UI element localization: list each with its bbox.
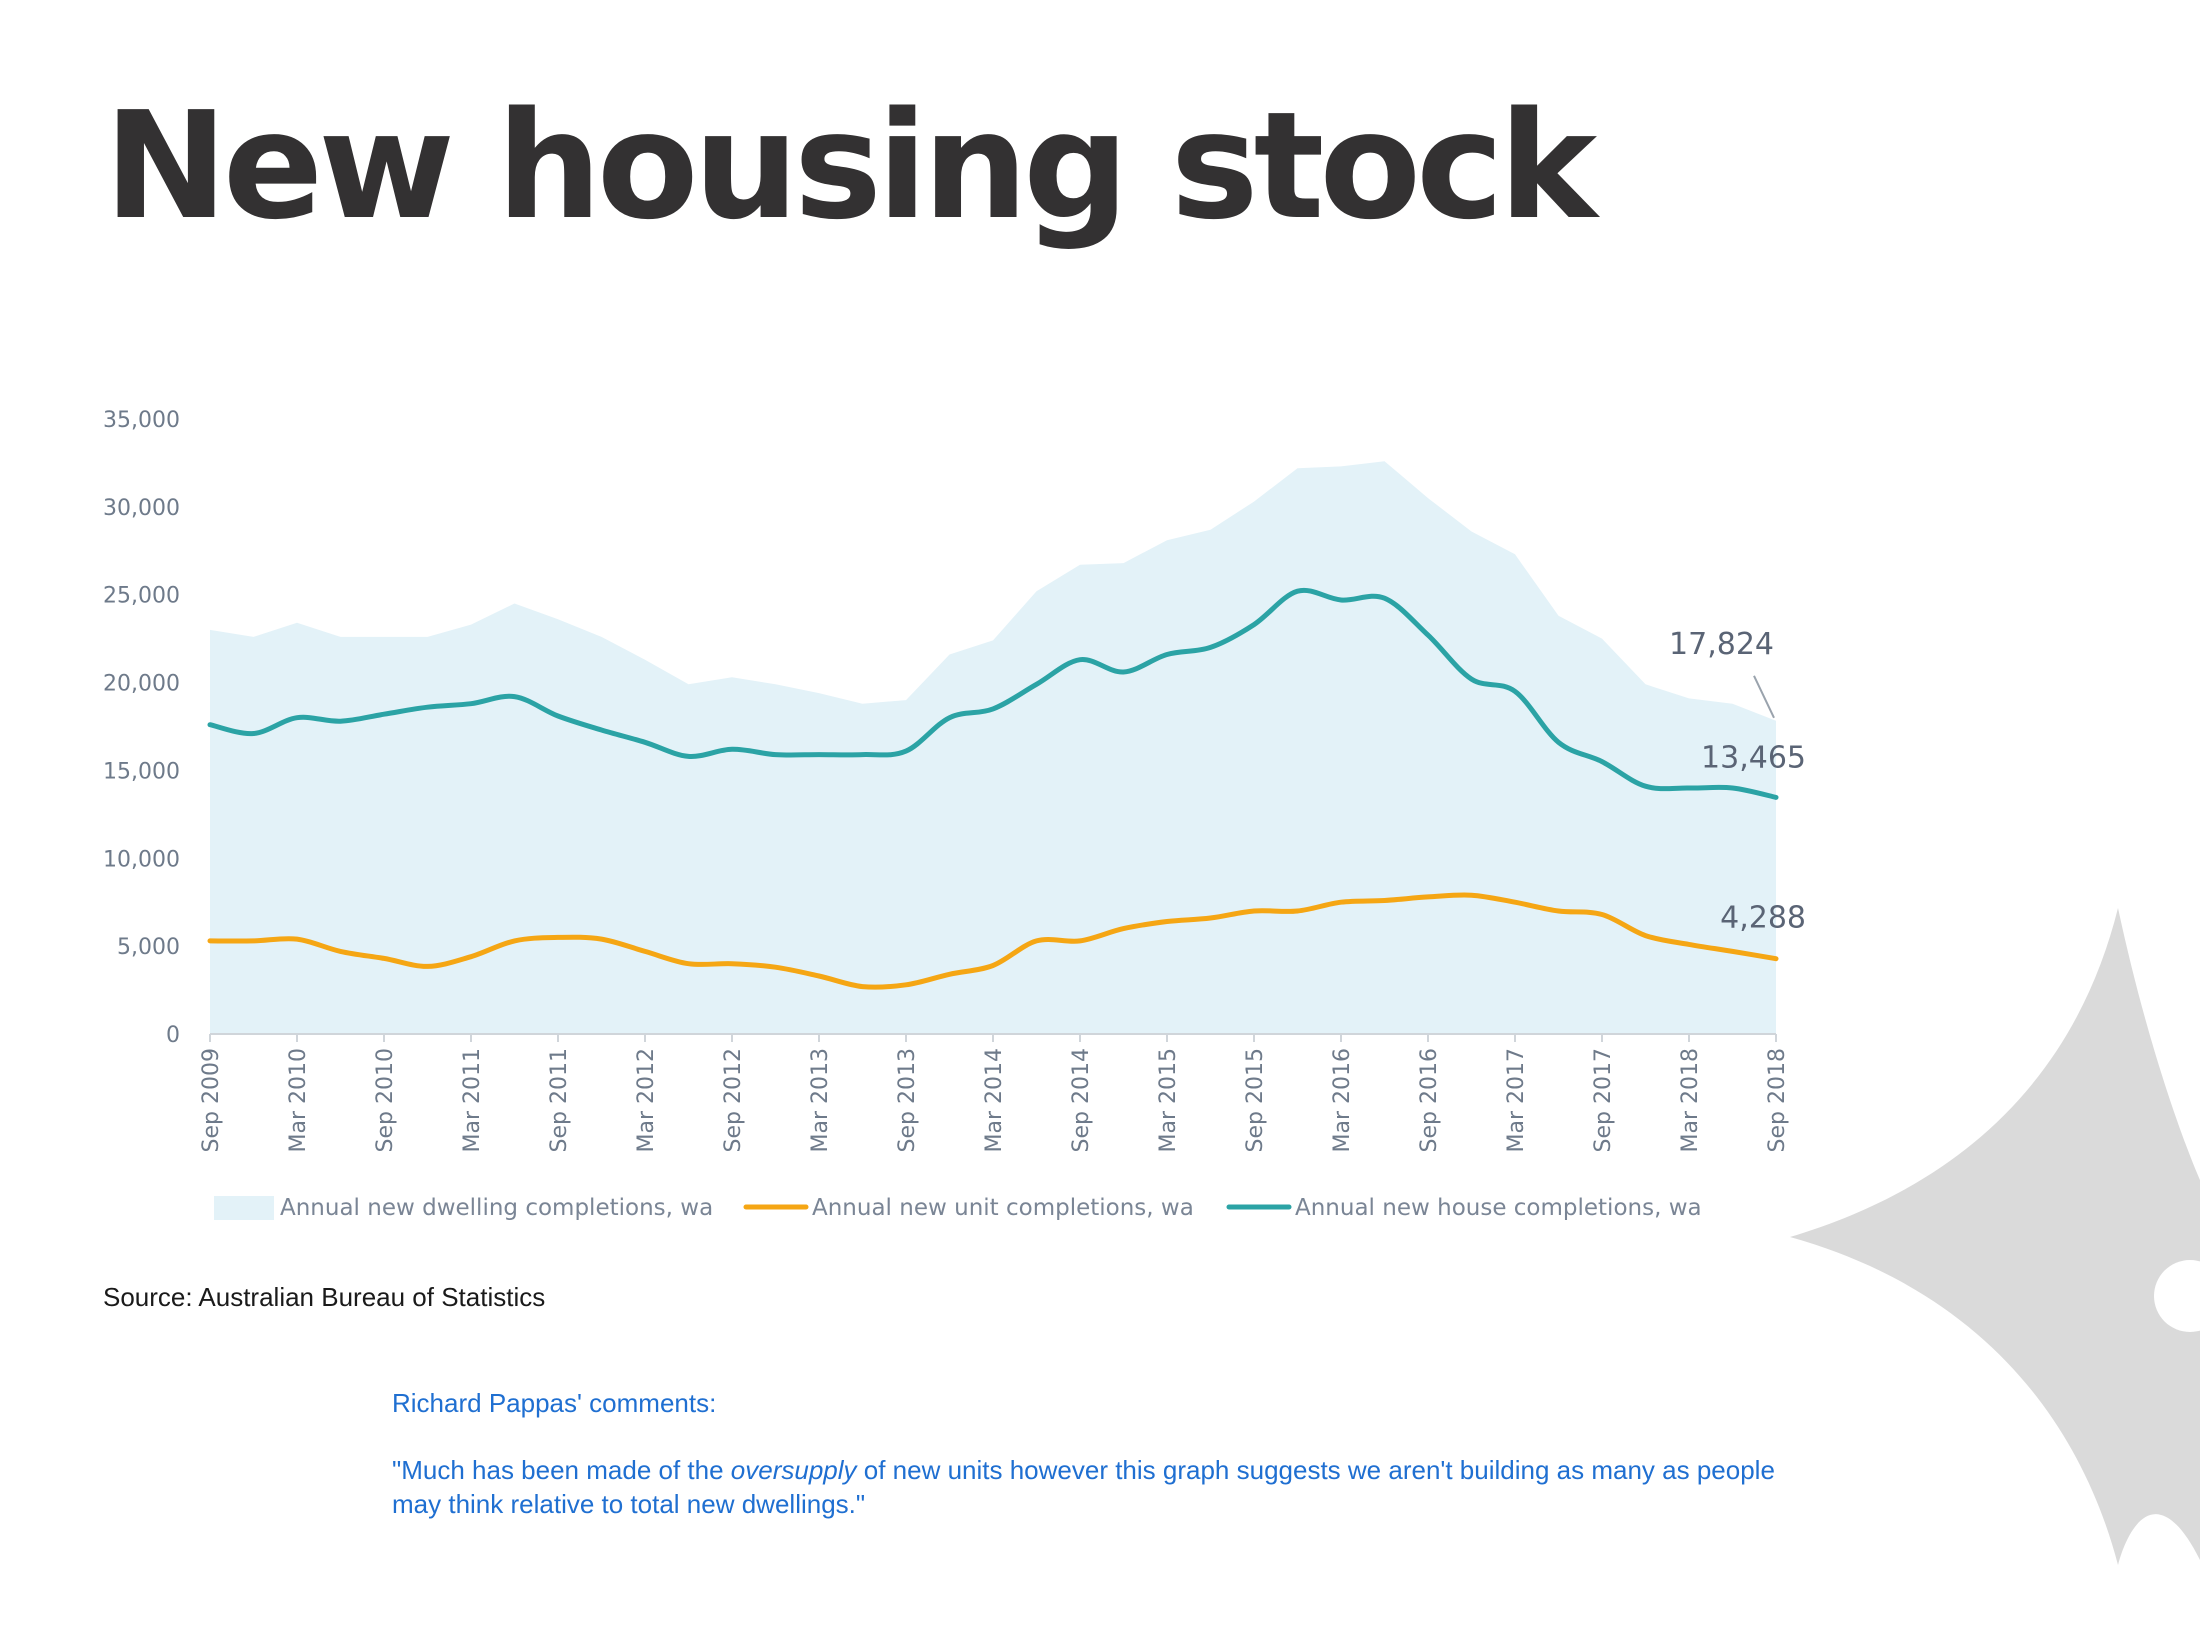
chart-legend: Annual new dwelling completions, wa Annu…	[214, 1195, 1702, 1221]
comments-block: Richard Pappas' comments: "Much has been…	[392, 1388, 1792, 1521]
x-tick-label: Mar 2013	[808, 1048, 833, 1153]
dwelling-latest-label: 17,824	[1669, 627, 1774, 662]
y-tick-label: 10,000	[103, 847, 180, 872]
x-tick-label: Sep 2012	[721, 1048, 746, 1152]
x-tick-label: Sep 2011	[547, 1048, 572, 1152]
x-tick-label: Sep 2017	[1591, 1048, 1616, 1152]
comments-heading: Richard Pappas' comments:	[392, 1388, 717, 1418]
page-title: New housing stock	[104, 80, 1597, 252]
quote-text-end: of new units however this graph suggests…	[392, 1455, 1775, 1519]
x-tick-label: Mar 2010	[286, 1048, 311, 1153]
x-tick-label: Mar 2017	[1504, 1048, 1529, 1153]
y-axis: 0 5,000 10,000 15,000 20,000 25,000 30,000 35,0…	[103, 408, 180, 1048]
x-tick-label: Mar 2014	[982, 1048, 1007, 1153]
source-note: Source: Australian Bureau of Statistics	[103, 1282, 546, 1312]
legend-label-house: Annual new house completions, wa	[1295, 1195, 1702, 1221]
quote-text-start: "Much has been made of the	[392, 1455, 731, 1485]
comments-quote: "Much has been made of the oversupply of…	[392, 1453, 1792, 1521]
x-tick-label: Mar 2015	[1156, 1048, 1181, 1153]
x-tick-label: Mar 2018	[1678, 1048, 1703, 1153]
x-tick-label: Sep 2018	[1765, 1048, 1790, 1152]
housing-completions-chart: 0 5,000 10,000 15,000 20,000 25,000 30,000 35,0…	[103, 408, 1806, 1221]
dwelling-annotation-leader	[1753, 675, 1775, 719]
x-tick-label: Sep 2010	[373, 1048, 398, 1152]
y-tick-label: 20,000	[103, 672, 180, 697]
legend-swatch-dwelling	[214, 1196, 274, 1220]
y-tick-label: 35,000	[103, 408, 180, 433]
unit-completions-line	[207, 892, 1779, 990]
x-tick-label: Sep 2013	[895, 1048, 920, 1152]
legend-label-unit: Annual new unit completions, wa	[812, 1195, 1194, 1221]
dwelling-completions-area	[210, 461, 1776, 1034]
house-latest-label: 13,465	[1701, 740, 1806, 775]
legend-label-dwelling: Annual new dwelling completions, wa	[280, 1195, 713, 1221]
x-tick-label: Mar 2016	[1330, 1048, 1355, 1153]
x-axis: Sep 2009 Mar 2010 Sep 2010 Mar 2011 Sep 2011…	[199, 1033, 1790, 1153]
y-tick-label: 25,000	[103, 584, 180, 609]
x-tick-label: Sep 2014	[1069, 1048, 1094, 1152]
x-tick-label: Sep 2015	[1243, 1048, 1268, 1152]
star-logo-dot	[2154, 1260, 2200, 1332]
quote-emphasis: oversupply	[730, 1455, 857, 1485]
unit-latest-label: 4,288	[1720, 901, 1806, 936]
y-tick-label: 5,000	[117, 935, 180, 960]
y-tick-label: 30,000	[103, 496, 180, 521]
star-logo-shape	[1790, 908, 2200, 1565]
x-tick-label: Sep 2016	[1417, 1048, 1442, 1152]
y-tick-label: 0	[166, 1023, 180, 1048]
house-completions-line	[207, 587, 1779, 800]
data-annotations: 17,824 13,465 4,288	[1669, 627, 1806, 936]
x-tick-label: Sep 2009	[199, 1048, 224, 1152]
y-tick-label: 15,000	[103, 759, 180, 784]
x-tick-label: Mar 2011	[460, 1048, 485, 1153]
x-tick-label: Mar 2012	[634, 1048, 659, 1153]
